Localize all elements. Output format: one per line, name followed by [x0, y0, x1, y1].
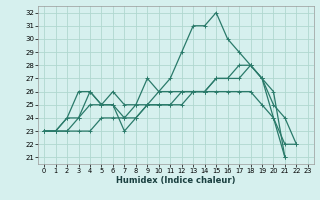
X-axis label: Humidex (Indice chaleur): Humidex (Indice chaleur)	[116, 176, 236, 185]
